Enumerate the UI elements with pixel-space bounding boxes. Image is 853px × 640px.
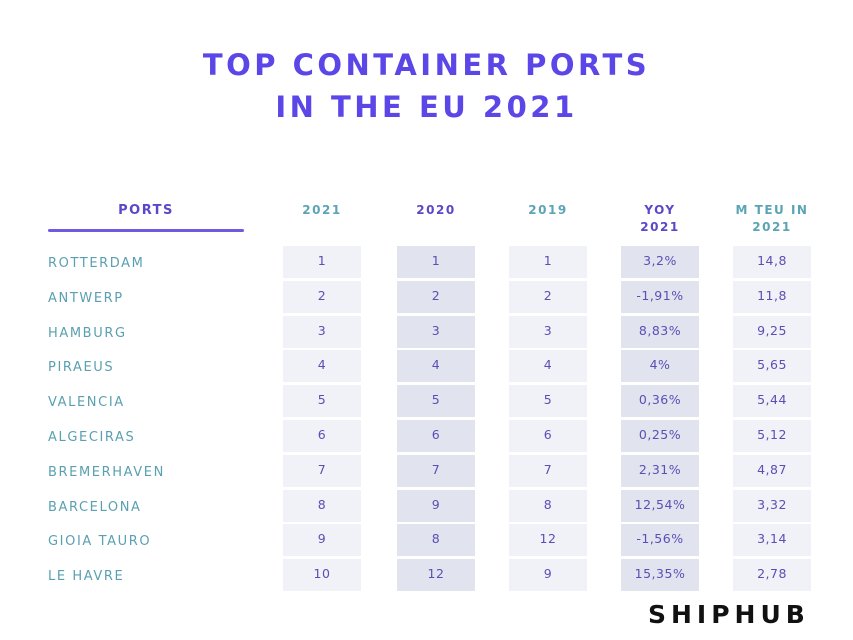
cell-rank-2021: 7 (283, 454, 361, 487)
header-teu-line1: M TEU IN (735, 203, 809, 217)
port-name: PIRAEUS (48, 360, 115, 376)
header-teu: M TEU IN 2021 (733, 202, 811, 236)
cell-rank-2019: 3 (509, 315, 587, 348)
cell-teu-2021: 4,87 (733, 454, 811, 487)
shiphub-logo: SHIPHUB (648, 600, 810, 629)
cell-yoy-2021: 4% (621, 350, 699, 383)
cell-yoy-2021: -1,56% (621, 524, 699, 557)
cell-rank-2020: 9 (397, 489, 475, 522)
port-name: HAMBURG (48, 325, 127, 341)
cell-yoy-2021: 0,25% (621, 420, 699, 452)
header-yoy: YOY 2021 (621, 202, 699, 236)
cell-rank-2021: 8 (283, 489, 361, 522)
header-ports: PORTS (118, 203, 174, 218)
cell-teu-2021: 11,8 (733, 280, 811, 313)
cell-yoy-2021: 0,36% (621, 385, 699, 418)
cell-rank-2019: 12 (509, 524, 587, 557)
cell-rank-2019: 5 (509, 385, 587, 418)
cell-rank-2020: 7 (397, 454, 475, 487)
port-name: ALGECIRAS (48, 430, 136, 445)
cell-rank-2020: 4 (397, 350, 475, 383)
header-yoy-line1: YOY (644, 203, 676, 217)
cell-rank-2019: 6 (509, 420, 587, 452)
cell-rank-2021: 4 (283, 350, 361, 383)
ports-underline (48, 229, 244, 232)
cell-rank-2019: 9 (509, 559, 587, 592)
cell-teu-2021: 14,8 (733, 246, 811, 278)
cell-yoy-2021: 15,35% (621, 559, 699, 592)
cell-teu-2021: 5,44 (733, 385, 811, 418)
cell-rank-2019: 7 (509, 454, 587, 487)
title-line-1: TOP CONTAINER PORTS (202, 48, 651, 82)
cell-teu-2021: 9,25 (733, 315, 811, 348)
port-name: BREMERHAVEN (48, 464, 165, 480)
port-name: BARCELONA (48, 499, 142, 515)
cell-yoy-2021: 12,54% (621, 489, 699, 522)
port-name: GIOIA TAURO (48, 534, 152, 550)
port-name: LE HAVRE (48, 569, 125, 585)
cell-rank-2020: 1 (397, 246, 475, 278)
cell-rank-2020: 2 (397, 280, 475, 313)
header-2020: 2020 (416, 203, 456, 217)
cell-rank-2021: 6 (283, 420, 361, 452)
cell-rank-2020: 6 (397, 420, 475, 452)
cell-yoy-2021: 2,31% (621, 454, 699, 487)
cell-rank-2019: 2 (509, 280, 587, 313)
cell-rank-2019: 1 (509, 246, 587, 278)
cell-rank-2021: 1 (283, 246, 361, 278)
cell-rank-2020: 8 (397, 524, 475, 557)
header-2019: 2019 (528, 203, 568, 217)
cell-yoy-2021: 8,83% (621, 315, 699, 348)
cell-teu-2021: 3,14 (733, 524, 811, 557)
cell-teu-2021: 3,32 (733, 489, 811, 522)
cell-rank-2021: 2 (283, 280, 361, 313)
header-2021: 2021 (302, 203, 342, 217)
title-line-2: IN THE EU 2021 (275, 90, 578, 124)
cell-rank-2020: 3 (397, 315, 475, 348)
cell-rank-2019: 4 (509, 350, 587, 383)
cell-teu-2021: 5,65 (733, 350, 811, 383)
header-teu-line2: 2021 (752, 220, 792, 234)
cell-teu-2021: 2,78 (733, 559, 811, 592)
port-name: ANTWERP (48, 290, 124, 306)
cell-rank-2020: 5 (397, 385, 475, 418)
cell-teu-2021: 5,12 (733, 420, 811, 452)
port-name: VALENCIA (48, 395, 125, 411)
cell-yoy-2021: -1,91% (621, 280, 699, 313)
cell-rank-2021: 3 (283, 315, 361, 348)
cell-rank-2021: 9 (283, 524, 361, 557)
cell-yoy-2021: 3,2% (621, 246, 699, 278)
cell-rank-2020: 12 (397, 559, 475, 592)
cell-rank-2021: 10 (283, 559, 361, 592)
header-yoy-line2: 2021 (640, 220, 680, 234)
cell-rank-2021: 5 (283, 385, 361, 418)
port-name: ROTTERDAM (48, 256, 145, 271)
cell-rank-2019: 8 (509, 489, 587, 522)
